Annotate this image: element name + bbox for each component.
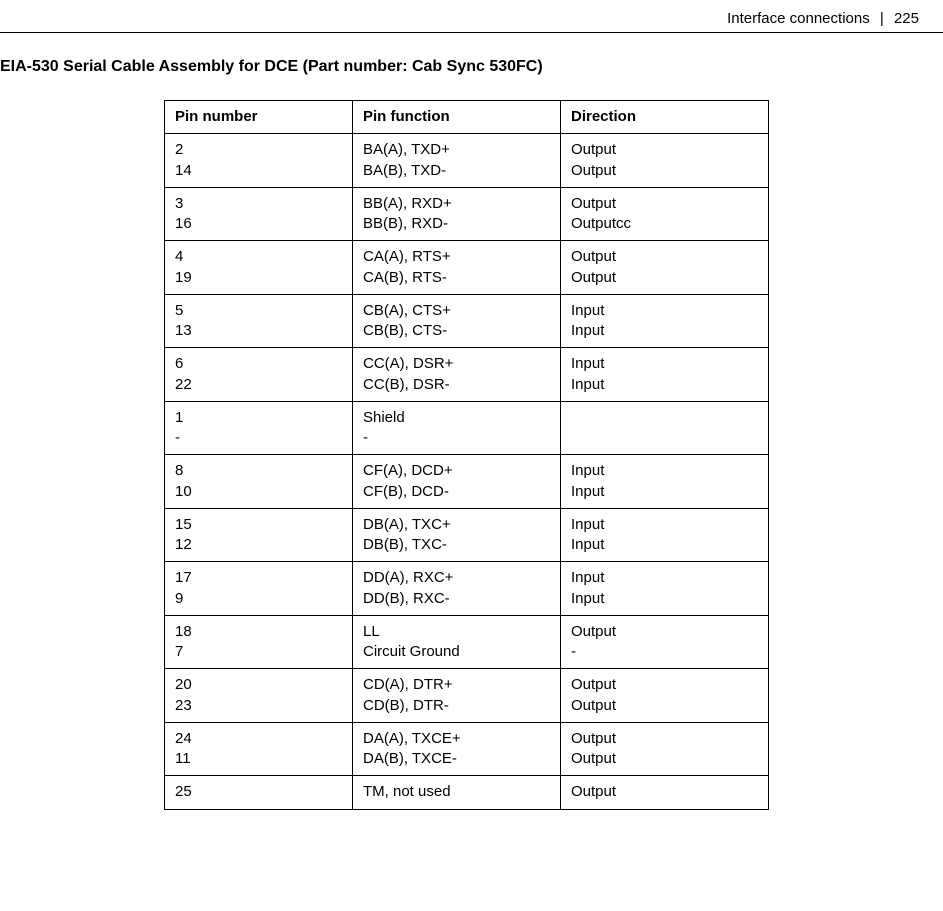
cell-direction: Output Output <box>561 722 769 776</box>
cell-direction: Input Input <box>561 348 769 402</box>
header-section: Interface connections <box>727 10 870 27</box>
col-header-pin: Pin number <box>165 101 353 134</box>
cell-direction: Input Input <box>561 294 769 348</box>
cell-direction: Output <box>561 776 769 809</box>
cell-pin: 25 <box>165 776 353 809</box>
cell-pin: 5 13 <box>165 294 353 348</box>
cell-function: BA(A), TXD+ BA(B), TXD- <box>353 134 561 188</box>
cell-pin: 15 12 <box>165 508 353 562</box>
header-divider <box>0 32 943 33</box>
cell-direction: Input Input <box>561 562 769 616</box>
cell-function: DA(A), TXCE+ DA(B), TXCE- <box>353 722 561 776</box>
col-header-direction: Direction <box>561 101 769 134</box>
pin-table: Pin number Pin function Direction 2 14BA… <box>164 100 769 810</box>
table-row: 3 16BB(A), RXD+ BB(B), RXD-Output Output… <box>165 187 769 241</box>
cell-pin: 17 9 <box>165 562 353 616</box>
cell-function: CA(A), RTS+ CA(B), RTS- <box>353 241 561 295</box>
page-title: EIA-530 Serial Cable Assembly for DCE (P… <box>0 58 543 76</box>
cell-pin: 8 10 <box>165 455 353 509</box>
header-page-number: 225 <box>894 10 919 27</box>
cell-function: DB(A), TXC+ DB(B), TXC- <box>353 508 561 562</box>
table-row: 5 13CB(A), CTS+ CB(B), CTS-Input Input <box>165 294 769 348</box>
cell-function: TM, not used <box>353 776 561 809</box>
table-body: 2 14BA(A), TXD+ BA(B), TXD-Output Output… <box>165 134 769 809</box>
table-row: 18 7LL Circuit GroundOutput - <box>165 615 769 669</box>
table-header-row: Pin number Pin function Direction <box>165 101 769 134</box>
cell-function: CD(A), DTR+ CD(B), DTR- <box>353 669 561 723</box>
cell-direction: Input Input <box>561 455 769 509</box>
table-row: 20 23CD(A), DTR+ CD(B), DTR-Output Outpu… <box>165 669 769 723</box>
pin-table-wrapper: Pin number Pin function Direction 2 14BA… <box>164 100 769 810</box>
cell-direction: Output Output <box>561 669 769 723</box>
cell-pin: 6 22 <box>165 348 353 402</box>
cell-function: LL Circuit Ground <box>353 615 561 669</box>
cell-pin: 18 7 <box>165 615 353 669</box>
table-row: 8 10CF(A), DCD+ CF(B), DCD-Input Input <box>165 455 769 509</box>
cell-function: BB(A), RXD+ BB(B), RXD- <box>353 187 561 241</box>
col-header-function: Pin function <box>353 101 561 134</box>
cell-direction: Input Input <box>561 508 769 562</box>
cell-pin: 2 14 <box>165 134 353 188</box>
table-row: 25TM, not usedOutput <box>165 776 769 809</box>
header-separator: | <box>880 10 884 27</box>
page-header: Interface connections | 225 <box>727 10 919 27</box>
cell-pin: 3 16 <box>165 187 353 241</box>
table-row: 1 -Shield - <box>165 401 769 455</box>
table-row: 4 19CA(A), RTS+ CA(B), RTS-Output Output <box>165 241 769 295</box>
table-row: 15 12DB(A), TXC+ DB(B), TXC-Input Input <box>165 508 769 562</box>
cell-function: Shield - <box>353 401 561 455</box>
cell-direction: Output Output <box>561 134 769 188</box>
cell-function: CF(A), DCD+ CF(B), DCD- <box>353 455 561 509</box>
cell-function: CB(A), CTS+ CB(B), CTS- <box>353 294 561 348</box>
cell-pin: 24 11 <box>165 722 353 776</box>
cell-direction: Output Output <box>561 241 769 295</box>
table-row: 17 9DD(A), RXC+ DD(B), RXC-Input Input <box>165 562 769 616</box>
cell-pin: 20 23 <box>165 669 353 723</box>
cell-pin: 1 - <box>165 401 353 455</box>
table-row: 24 11DA(A), TXCE+ DA(B), TXCE-Output Out… <box>165 722 769 776</box>
cell-function: DD(A), RXC+ DD(B), RXC- <box>353 562 561 616</box>
cell-function: CC(A), DSR+ CC(B), DSR- <box>353 348 561 402</box>
cell-direction <box>561 401 769 455</box>
cell-pin: 4 19 <box>165 241 353 295</box>
table-row: 6 22CC(A), DSR+ CC(B), DSR-Input Input <box>165 348 769 402</box>
table-row: 2 14BA(A), TXD+ BA(B), TXD-Output Output <box>165 134 769 188</box>
cell-direction: Output - <box>561 615 769 669</box>
cell-direction: Output Outputcc <box>561 187 769 241</box>
